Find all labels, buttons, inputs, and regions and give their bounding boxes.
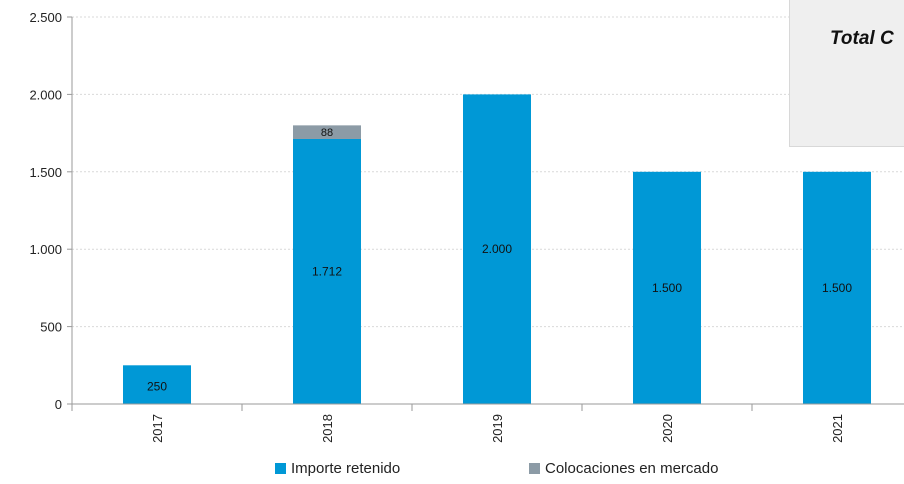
legend-item-importe-retenido: Importe retenido [275,460,400,477]
bar-data-label: 2.000 [482,242,512,256]
bar-data-label: 1.500 [652,281,682,295]
bar-importe-retenido [123,365,191,404]
y-tick-label: 2.500 [29,10,62,25]
legend-label-colocaciones-en-mercado: Colocaciones en mercado [545,460,719,477]
y-tick-label: 1.500 [29,165,62,180]
legend-swatch-importe-retenido [275,463,286,474]
bar-importe-retenido [463,94,531,405]
x-tick-label: 2020 [660,414,675,443]
y-tick-label: 1.000 [29,242,62,257]
callout-text: Total C [830,28,894,49]
bar-data-labels: 250 1.712 88 2.000 1.500 1.500 [147,127,852,393]
x-tick-label: 2019 [490,414,505,443]
y-tick-label: 2.000 [29,87,62,102]
x-tick-label: 2018 [320,414,335,443]
bar-data-label: 1.500 [822,281,852,295]
axes: 0 500 1.000 1.500 2.000 2.500 2017 2018 2019 2020… [29,10,904,443]
legend-label-importe-retenido: Importe retenido [291,460,401,477]
bar-data-label: 1.712 [312,264,342,278]
legend-item-colocaciones-en-mercado: Colocaciones en mercado [529,460,718,477]
y-tick-label: 0 [55,397,62,412]
chart-legend: Importe retenido Colocaciones en mercado [0,458,904,482]
bar-colocaciones-en-mercado [293,125,361,139]
bar-importe-retenido [803,171,871,404]
bars [123,94,871,405]
bar-importe-retenido [293,138,361,404]
legend-swatch-colocaciones-en-mercado [529,463,540,474]
total-callout-box: Total C [789,0,904,147]
bar-data-label: 250 [147,380,167,394]
bar-importe-retenido [633,171,701,404]
x-tick-label: 2021 [830,414,845,443]
x-tick-label: 2017 [150,414,165,443]
y-tick-label: 500 [40,320,62,335]
bar-data-label: 88 [321,127,333,139]
